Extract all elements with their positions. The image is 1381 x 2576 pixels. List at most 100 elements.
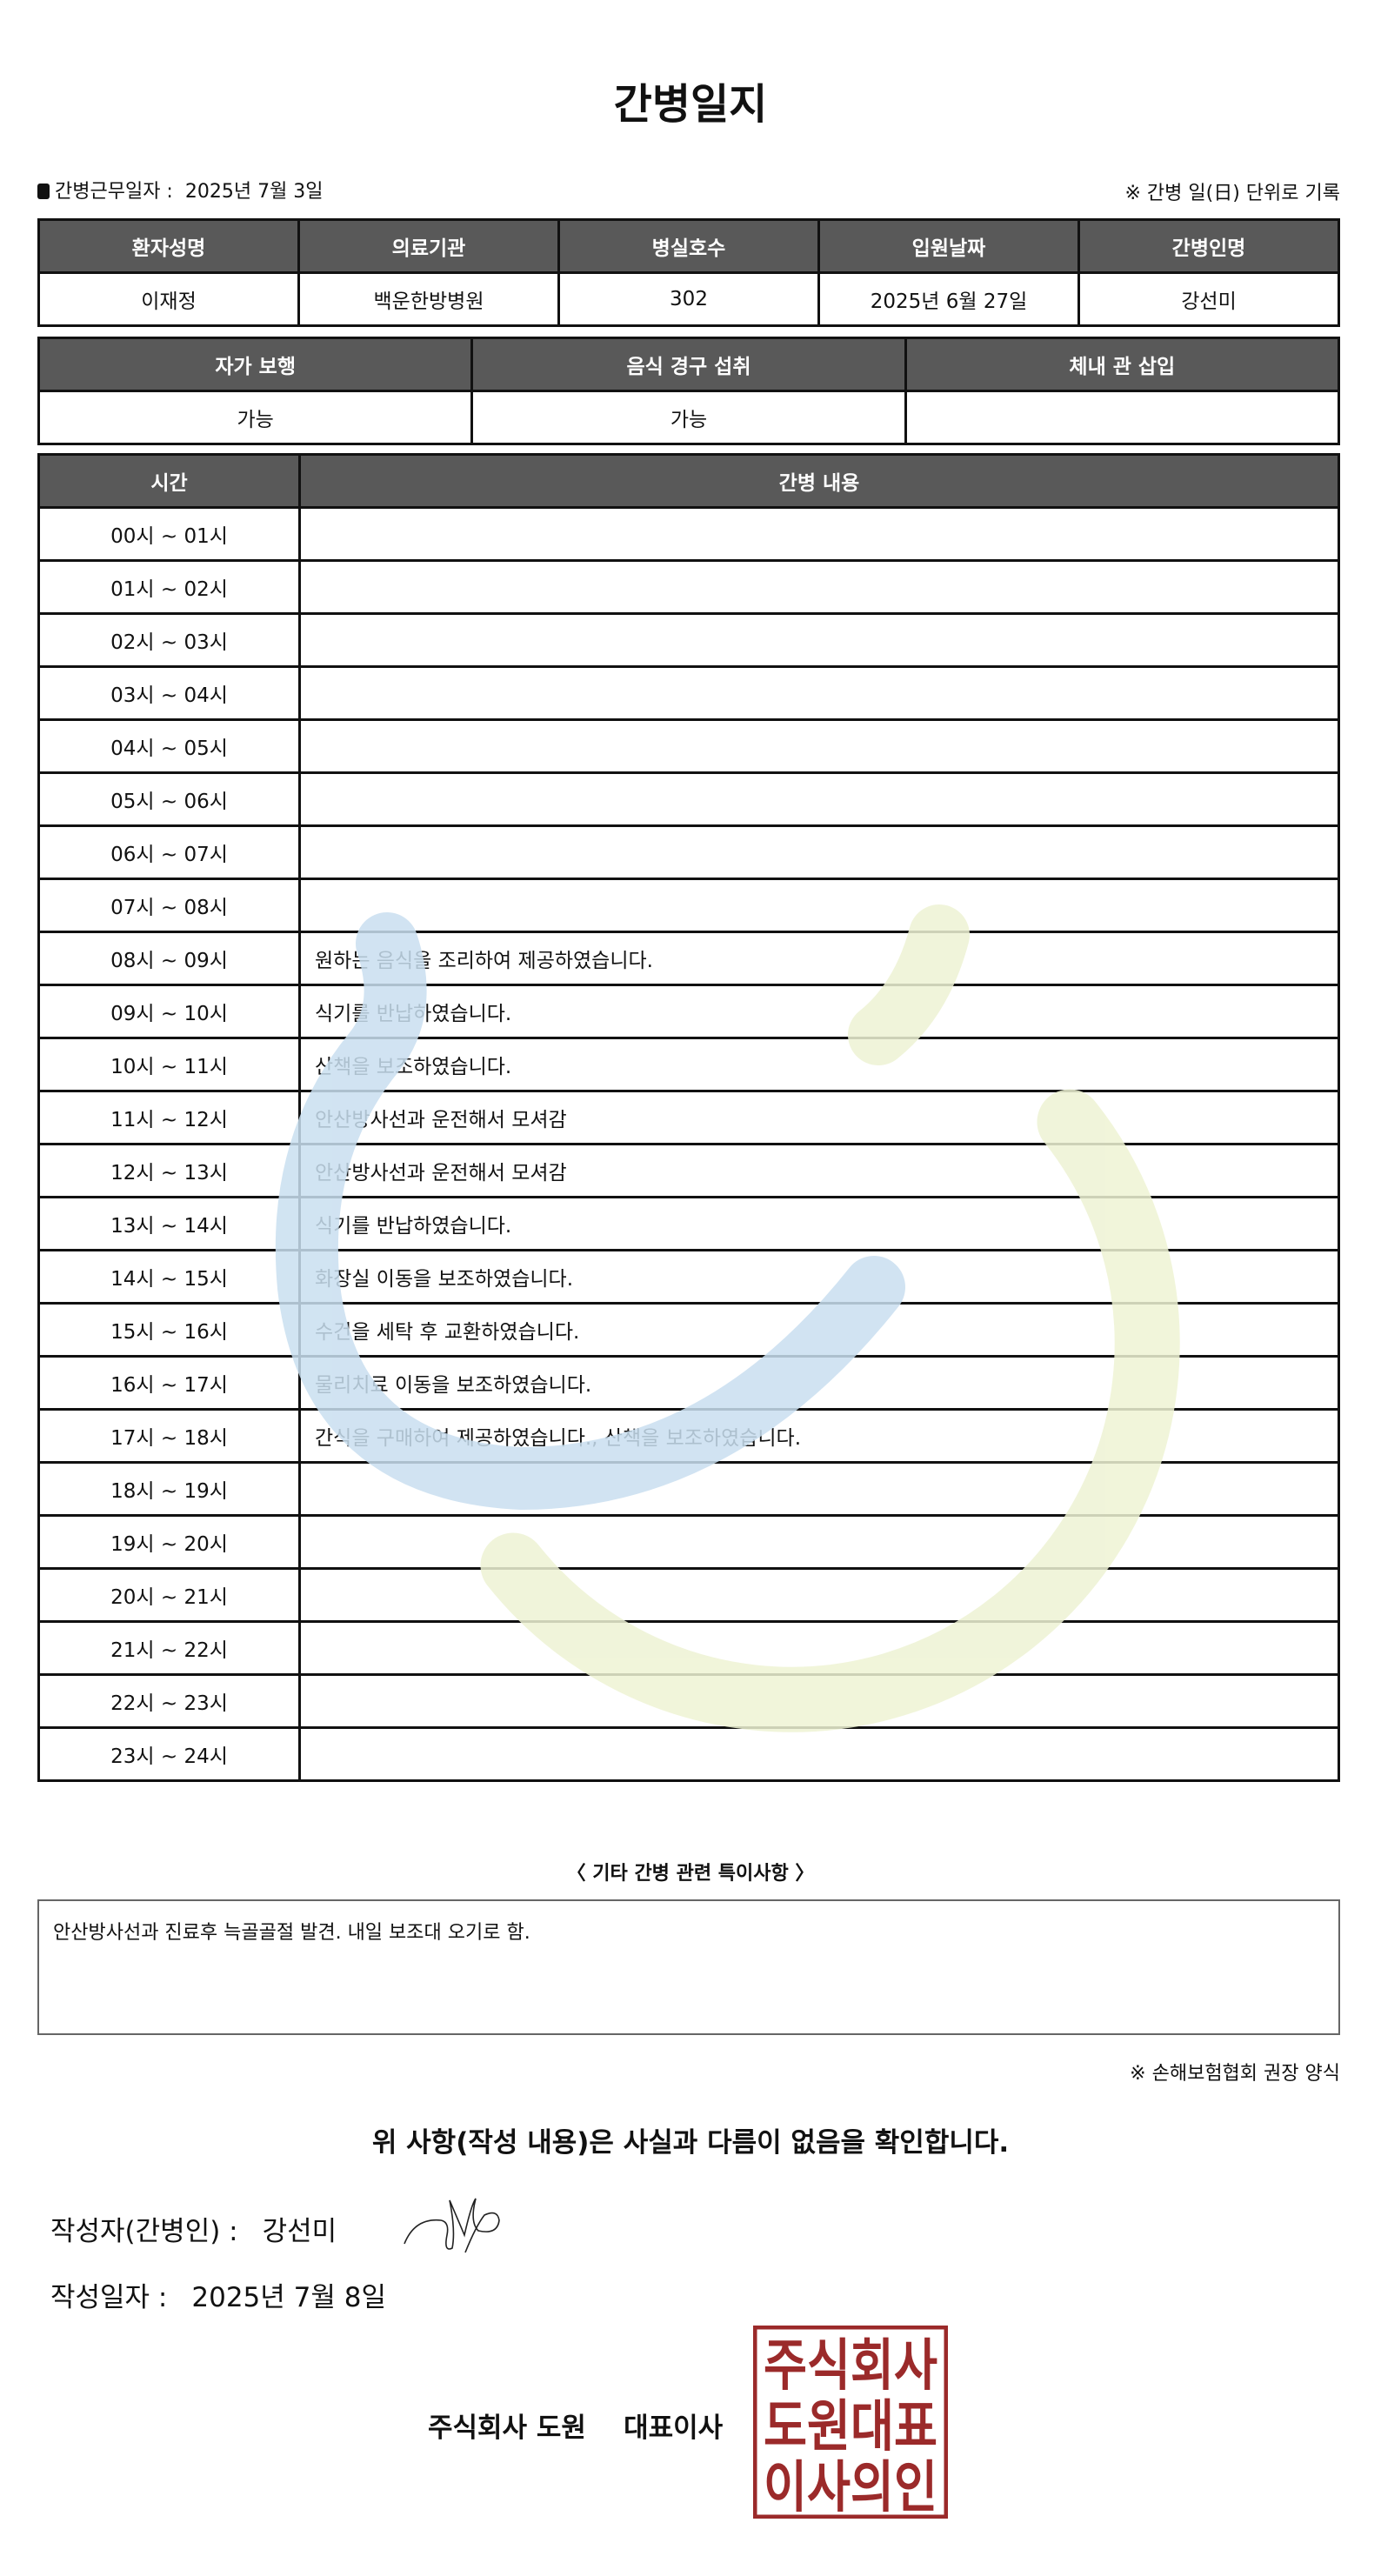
header-cell: 자가 보행	[37, 337, 474, 392]
walking-status: 가능	[37, 390, 474, 445]
care-content	[298, 824, 1340, 880]
header-cell: 체내 관 삽입	[904, 337, 1341, 392]
writer-label: 작성자(간병인) :	[50, 2216, 238, 2247]
care-content	[298, 559, 1340, 615]
header-cell: 입원날짜	[817, 218, 1080, 274]
patient-info-table: 환자성명 의료기관 병실호수 입원날짜 간병인명 이재정 백운한방병원 302 2025년 6…	[37, 218, 1340, 327]
time-slot: 21시 ~ 22시	[37, 1620, 301, 1676]
written-date-value: 2025년 7월 8일	[191, 2282, 386, 2313]
table-row: 11시 ~ 12시 안산방사선과 운전해서 모셔감	[37, 1090, 1340, 1145]
time-slot: 14시 ~ 15시	[37, 1249, 301, 1305]
table-row: 18시 ~ 19시	[37, 1461, 1340, 1517]
table-row: 14시 ~ 15시 화장실 이동을 보조하였습니다.	[37, 1249, 1340, 1305]
company-seal-stamp: 주식회사 도원대표 이사의인	[753, 2326, 948, 2519]
record-unit-note: ※ 간병 일(日) 단위로 기록	[1124, 183, 1341, 204]
patient-name: 이재정	[37, 271, 300, 327]
table-row: 07시 ~ 08시	[37, 878, 1340, 933]
table-row: 12시 ~ 13시 안산방사선과 운전해서 모셔감	[37, 1143, 1340, 1198]
table-row: 13시 ~ 14시 식기를 반납하였습니다.	[37, 1196, 1340, 1251]
table-row: 20시 ~ 21시	[37, 1567, 1340, 1623]
care-content	[298, 1567, 1340, 1623]
care-content: 안산방사선과 운전해서 모셔감	[298, 1090, 1340, 1145]
caregiver-name: 강선미	[1077, 271, 1340, 327]
care-content	[298, 878, 1340, 933]
time-slot: 00시 ~ 01시	[37, 506, 301, 562]
care-content	[298, 506, 1340, 562]
patient-status-table: 자가 보행 음식 경구 섭취 체내 관 삽입 가능 가능	[37, 337, 1341, 445]
care-content	[298, 1514, 1340, 1570]
time-slot: 15시 ~ 16시	[37, 1302, 301, 1358]
special-notes-text: 안산방사선과 진료후 늑골골절 발견. 내일 보조대 오기로 함.	[53, 1922, 530, 1944]
special-notes-label: 〈 기타 간병 관련 특이사항 〉	[566, 1863, 815, 1885]
time-slot: 06시 ~ 07시	[37, 824, 301, 880]
care-content: 원하는 음식을 조리하여 제공하였습니다.	[298, 931, 1340, 986]
time-slot: 23시 ~ 24시	[37, 1726, 301, 1782]
care-content: 수건을 세탁 후 교환하였습니다.	[298, 1302, 1340, 1358]
care-content	[298, 1673, 1340, 1729]
care-content	[298, 771, 1340, 827]
table-row: 15시 ~ 16시 수건을 세탁 후 교환하였습니다.	[37, 1302, 1340, 1358]
company-representative: 주식회사 도원 대표이사	[428, 2412, 724, 2444]
room-number: 302	[557, 271, 820, 327]
page-title: 간병일지	[613, 80, 768, 129]
svg-text:도원대표: 도원대표	[764, 2395, 937, 2459]
care-content	[298, 718, 1340, 774]
table-row: 09시 ~ 10시 식기를 반납하였습니다.	[37, 984, 1340, 1039]
time-slot: 02시 ~ 03시	[37, 612, 301, 668]
table-row: 23시 ~ 24시	[37, 1726, 1340, 1782]
confirmation-statement: 위 사항(작성 내용)은 사실과 다름이 없음을 확인합니다.	[371, 2127, 1010, 2159]
time-slot: 04시 ~ 05시	[37, 718, 301, 774]
hospital: 백운한방병원	[297, 271, 560, 327]
time-slot: 19시 ~ 20시	[37, 1514, 301, 1570]
table-row: 16시 ~ 17시 물리치료 이동을 보조하였습니다.	[37, 1355, 1340, 1411]
table-row: 01시 ~ 02시	[37, 559, 1340, 615]
table-row: 21시 ~ 22시	[37, 1620, 1340, 1676]
care-content: 산책을 보조하였습니다.	[298, 1037, 1340, 1092]
table-row: 08시 ~ 09시 원하는 음식을 조리하여 제공하였습니다.	[37, 931, 1340, 986]
care-log-table: 시간 간병 내용 00시 ~ 01시 01시 ~ 02시 02시 ~ 03시 03시 ~…	[37, 453, 1340, 1782]
care-content	[298, 1620, 1340, 1676]
time-slot: 16시 ~ 17시	[37, 1355, 301, 1411]
table-row: 17시 ~ 18시 간식을 구매하여 제공하였습니다., 산책을 보조하였습니다.	[37, 1408, 1340, 1464]
writer-line: 작성자(간병인) : 강선미	[50, 2209, 337, 2248]
tube-insertion-status	[904, 390, 1341, 445]
time-slot: 01시 ~ 02시	[37, 559, 301, 615]
form-source-note: ※ 손해보험협회 권장 양식	[1130, 2063, 1340, 2085]
work-date-label: 간병근무일자 :	[55, 181, 173, 203]
table-row: 02시 ~ 03시	[37, 612, 1340, 668]
care-content	[298, 612, 1340, 668]
care-content	[298, 1726, 1340, 1782]
table-row: 00시 ~ 01시	[37, 506, 1340, 562]
written-date-line: 작성일자 : 2025년 7월 8일	[50, 2275, 386, 2314]
table-row: 22시 ~ 23시	[37, 1673, 1340, 1729]
header-cell: 의료기관	[297, 218, 560, 274]
header-cell: 간병인명	[1077, 218, 1340, 274]
header-cell: 시간	[37, 453, 301, 509]
care-content	[298, 665, 1340, 721]
time-slot: 17시 ~ 18시	[37, 1408, 301, 1464]
care-content	[298, 1461, 1340, 1517]
header-cell: 간병 내용	[298, 453, 1340, 509]
time-slot: 12시 ~ 13시	[37, 1143, 301, 1198]
work-date: 간병근무일자 : 2025년 7월 3일	[37, 176, 324, 204]
care-content: 화장실 이동을 보조하였습니다.	[298, 1249, 1340, 1305]
bullet-square-icon	[37, 184, 50, 199]
care-content: 식기를 반납하였습니다.	[298, 1196, 1340, 1251]
care-content: 안산방사선과 운전해서 모셔감	[298, 1143, 1340, 1198]
written-date-label: 작성일자 :	[50, 2282, 168, 2313]
time-slot: 07시 ~ 08시	[37, 878, 301, 933]
signature-image	[404, 2198, 500, 2253]
time-slot: 20시 ~ 21시	[37, 1567, 301, 1623]
table-row: 03시 ~ 04시	[37, 665, 1340, 721]
time-slot: 18시 ~ 19시	[37, 1461, 301, 1517]
care-content: 간식을 구매하여 제공하였습니다., 산책을 보조하였습니다.	[298, 1408, 1340, 1464]
oral-intake-status: 가능	[470, 390, 907, 445]
time-slot: 10시 ~ 11시	[37, 1037, 301, 1092]
time-slot: 08시 ~ 09시	[37, 931, 301, 986]
svg-text:주식회사: 주식회사	[764, 2334, 937, 2399]
time-slot: 05시 ~ 06시	[37, 771, 301, 827]
header-cell: 음식 경구 섭취	[470, 337, 907, 392]
table-row: 04시 ~ 05시	[37, 718, 1340, 774]
table-row: 06시 ~ 07시	[37, 824, 1340, 880]
time-slot: 03시 ~ 04시	[37, 665, 301, 721]
